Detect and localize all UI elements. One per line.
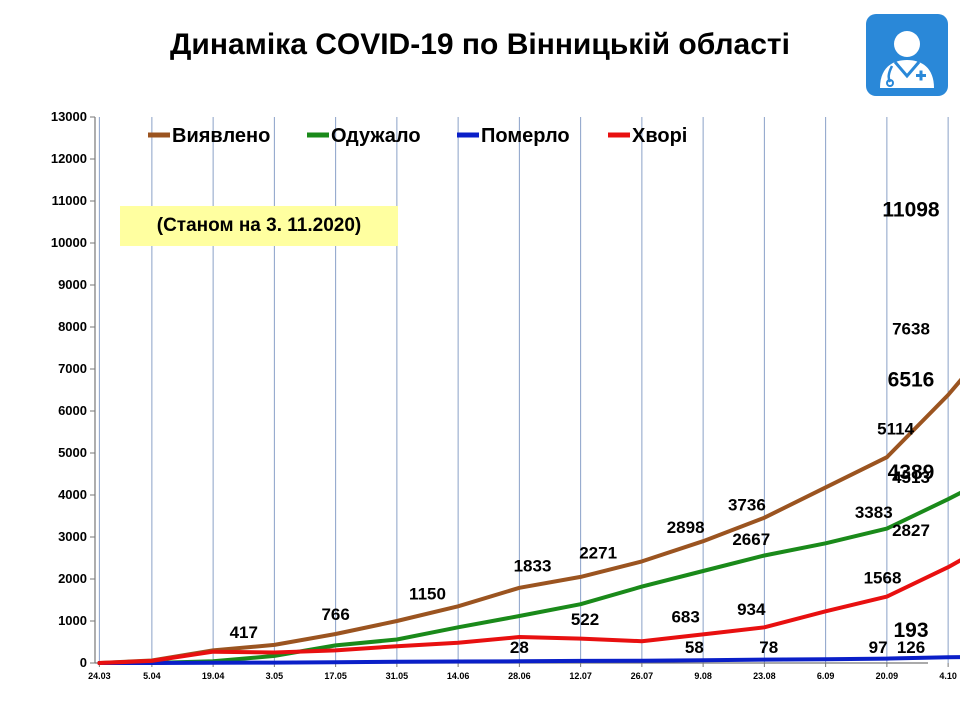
data-label-detected: 766 <box>321 605 349 624</box>
y-tick-label: 12000 <box>51 151 87 166</box>
data-label-sick: 417 <box>230 623 258 642</box>
y-tick-label: 3000 <box>58 529 87 544</box>
y-tick-label: 9000 <box>58 277 87 292</box>
data-label-detected: 1150 <box>409 585 446 604</box>
y-tick-label: 1000 <box>58 613 87 628</box>
y-tick-label: 11000 <box>52 193 87 208</box>
data-label-died: 58 <box>685 638 704 657</box>
x-tick-label: 28.06 <box>508 671 531 681</box>
data-label-sick: 4389 <box>888 461 935 484</box>
data-label-detected: 5114 <box>877 419 914 438</box>
data-label-died: 28 <box>510 638 529 657</box>
x-tick-label: 4.10 <box>939 671 957 681</box>
x-tick-label: 31.05 <box>386 671 409 681</box>
x-tick-label: 5.04 <box>143 671 161 681</box>
data-label-detected: 1833 <box>514 556 552 575</box>
data-label-died: 97 <box>869 638 888 657</box>
legend-label-sick: Хворі <box>632 125 687 147</box>
series-line-detected <box>97 377 960 665</box>
data-label-sick: 934 <box>737 600 766 619</box>
data-label-detected: 7638 <box>892 320 930 339</box>
y-tick-label: 13000 <box>51 109 87 124</box>
data-label-recovered: 4513 <box>892 468 930 487</box>
x-tick-label: 12.07 <box>569 671 592 681</box>
legend-label-recovered: Одужало <box>331 125 421 147</box>
y-tick-label: 0 <box>80 655 87 670</box>
x-tick-label: 14.06 <box>447 671 470 681</box>
data-label-detected: 2271 <box>579 543 617 562</box>
data-label-detected: 2898 <box>667 518 705 537</box>
y-tick-label: 5000 <box>58 445 87 460</box>
series-line-sick <box>97 558 960 665</box>
doctor-badge <box>866 14 948 96</box>
y-tick-label: 10000 <box>51 235 87 250</box>
y-tick-label: 7000 <box>58 361 87 376</box>
x-tick-label: 24.03 <box>88 671 111 681</box>
x-tick-label: 17.05 <box>324 671 347 681</box>
y-tick-label: 8000 <box>58 319 87 334</box>
data-label-recovered: 6516 <box>888 369 935 392</box>
date-note: (Станом на 3. 11.2020) <box>156 215 362 236</box>
x-tick-label: 26.07 <box>631 671 654 681</box>
data-label-detected: 3736 <box>728 495 766 514</box>
legend-label-died: Померло <box>481 125 570 147</box>
x-tick-label: 19.04 <box>202 671 225 681</box>
note-box <box>120 206 398 246</box>
series-line-died <box>97 655 960 665</box>
data-label-died: 193 <box>893 619 928 642</box>
chart-title: Динаміка COVID-19 по Вінницькій області <box>170 28 790 61</box>
series-line-recovered <box>97 490 960 665</box>
data-label-sick: 522 <box>571 610 599 629</box>
data-label-sick: 683 <box>671 607 699 626</box>
data-label-recovered: 2667 <box>732 530 770 549</box>
y-tick-label: 4000 <box>58 487 87 502</box>
data-label-sick: 1568 <box>864 569 902 588</box>
x-tick-label: 23.08 <box>753 671 776 681</box>
legend-label-detected: Виявлено <box>172 125 270 147</box>
x-tick-label: 3.05 <box>266 671 284 681</box>
data-label-detected: 11098 <box>882 199 940 222</box>
data-label-died: 126 <box>897 638 925 657</box>
y-tick-label: 2000 <box>58 571 87 586</box>
doctor-icon <box>880 31 934 88</box>
data-label-recovered: 3383 <box>855 503 893 522</box>
x-tick-label: 20.09 <box>876 671 899 681</box>
data-label-sick: 2827 <box>892 521 930 540</box>
data-label-died: 78 <box>759 638 778 657</box>
x-tick-label: 9.08 <box>694 671 712 681</box>
x-tick-label: 6.09 <box>817 671 835 681</box>
y-tick-label: 6000 <box>58 403 87 418</box>
